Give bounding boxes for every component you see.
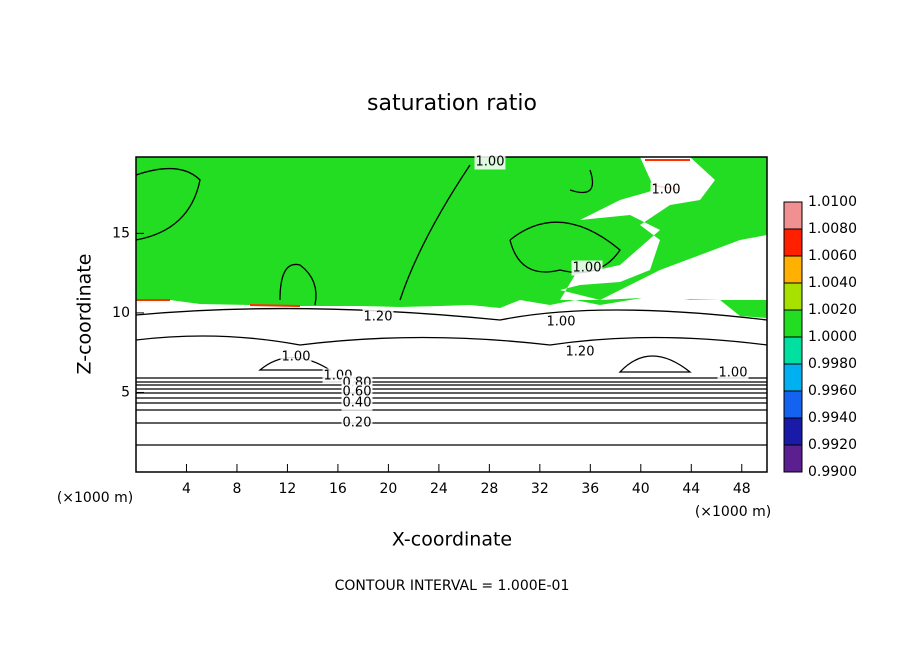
colorbar-cell xyxy=(784,337,802,364)
colorbar-label: 1.0100 xyxy=(808,194,857,210)
x-tick-label: 48 xyxy=(733,481,751,497)
colorbar-label: 1.0060 xyxy=(808,248,857,264)
contour-label-bg xyxy=(571,260,603,276)
contour-label-bg xyxy=(341,415,373,431)
colorbar-label: 1.0000 xyxy=(808,329,857,345)
contour-label: 0.40 xyxy=(343,396,372,411)
colorbar-label: 1.0020 xyxy=(808,302,857,318)
x-axis-title: X-coordinate xyxy=(392,529,512,551)
contour-label: 1.00 xyxy=(573,261,602,276)
contour-label: 1.00 xyxy=(652,183,681,198)
colorbar-label: 0.9980 xyxy=(808,356,857,372)
x-tick-label: 40 xyxy=(632,481,650,497)
contour-label-bg xyxy=(341,395,373,411)
chart-title: saturation ratio xyxy=(367,91,537,116)
contour-label-bg xyxy=(362,309,394,325)
y-axis-title: Z-coordinate xyxy=(74,254,96,375)
contour-label-bg xyxy=(474,154,506,170)
x-tick-label: 44 xyxy=(682,481,700,497)
colorbar-label: 0.9960 xyxy=(808,383,857,399)
contour-label-bg xyxy=(717,365,749,381)
colorbar-cell xyxy=(784,202,802,229)
x-tick-label: 8 xyxy=(232,481,241,497)
contour-label: 1.00 xyxy=(547,315,576,330)
x-tick-label: 20 xyxy=(379,481,397,497)
y-tick-label: 15 xyxy=(112,225,130,241)
colorbar-cell xyxy=(784,283,802,310)
contour-label-bg xyxy=(650,182,682,198)
contour-label: 1.20 xyxy=(566,345,595,360)
contour-label: 1.00 xyxy=(719,366,748,381)
x-unit-left: (×1000 m) xyxy=(57,490,133,506)
x-tick-label: 24 xyxy=(430,481,448,497)
field xyxy=(136,157,767,472)
y-tick-label: 10 xyxy=(112,305,130,321)
y-tick-label: 5 xyxy=(121,384,130,400)
colorbar-cell xyxy=(784,229,802,256)
contour-label: 1.00 xyxy=(476,155,505,170)
x-unit-right: (×1000 m) xyxy=(695,504,771,520)
colorbar-cell xyxy=(784,364,802,391)
colorbar-cell xyxy=(784,445,802,472)
x-tick-label: 28 xyxy=(480,481,498,497)
contour-label: 1.20 xyxy=(364,310,393,325)
contour-label-bg xyxy=(564,344,596,360)
subsaturated-patch xyxy=(560,157,767,300)
colorbar-label: 1.0080 xyxy=(808,221,857,237)
footnote: CONTOUR INTERVAL = 1.000E-01 xyxy=(335,578,570,594)
colorbar-cell xyxy=(784,418,802,445)
contour-label: 1.00 xyxy=(282,350,311,365)
colorbar-cell xyxy=(784,310,802,337)
x-tick-label: 36 xyxy=(581,481,599,497)
colorbar-label: 0.9940 xyxy=(808,410,857,426)
x-tick-label: 32 xyxy=(531,481,549,497)
contour-label-bg xyxy=(545,314,577,330)
colorbar-cell xyxy=(784,391,802,418)
contour-label-bg xyxy=(280,349,312,365)
x-tick-label: 16 xyxy=(329,481,347,497)
colorbar-cell xyxy=(784,256,802,283)
plot-frame xyxy=(135,156,768,473)
colorbar-label: 0.9900 xyxy=(808,464,857,480)
colorbar-label: 1.0040 xyxy=(808,275,857,291)
x-tick-label: 4 xyxy=(182,481,191,497)
x-tick-label: 12 xyxy=(279,481,297,497)
colorbar-label: 0.9920 xyxy=(808,437,857,453)
contour-label: 0.20 xyxy=(343,416,372,431)
